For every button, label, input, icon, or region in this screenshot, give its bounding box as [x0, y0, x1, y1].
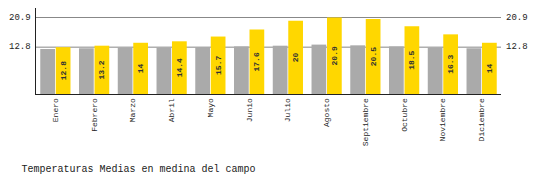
svg-text:18.5: 18.5 — [407, 50, 416, 69]
svg-text:Enero: Enero — [51, 98, 60, 122]
svg-text:Agosto: Agosto — [322, 98, 331, 127]
svg-text:20.5: 20.5 — [369, 47, 378, 66]
svg-text:Abril: Abril — [167, 98, 176, 122]
svg-text:12.8: 12.8 — [506, 42, 528, 52]
svg-text:12.8: 12.8 — [59, 61, 68, 80]
svg-text:Octubre: Octubre — [400, 98, 409, 132]
svg-text:20.9: 20.9 — [506, 13, 528, 23]
svg-text:Mayo: Mayo — [206, 98, 215, 117]
svg-text:13.2: 13.2 — [97, 60, 106, 79]
svg-text:12.8: 12.8 — [9, 42, 31, 52]
svg-text:15.7: 15.7 — [214, 56, 223, 75]
svg-text:Noviembre: Noviembre — [438, 98, 447, 141]
svg-text:14: 14 — [136, 63, 145, 73]
svg-text:Diciembre: Diciembre — [477, 98, 486, 141]
svg-text:16.3: 16.3 — [446, 54, 455, 73]
svg-text:14: 14 — [485, 63, 494, 73]
svg-text:14.4: 14.4 — [175, 58, 184, 77]
svg-text:Julio: Julio — [283, 98, 292, 122]
svg-text:Febrero: Febrero — [90, 98, 99, 132]
svg-text:20.9: 20.9 — [9, 13, 31, 23]
svg-text:Temperaturas Medias en medina: Temperaturas Medias en medina del campo — [21, 164, 255, 174]
svg-text:17.6: 17.6 — [252, 52, 261, 71]
svg-text:Septiembre: Septiembre — [361, 98, 370, 146]
svg-text:Marzo: Marzo — [128, 98, 137, 122]
svg-text:20: 20 — [291, 53, 300, 63]
svg-text:20.9: 20.9 — [330, 46, 339, 65]
svg-text:Junio: Junio — [245, 98, 254, 122]
